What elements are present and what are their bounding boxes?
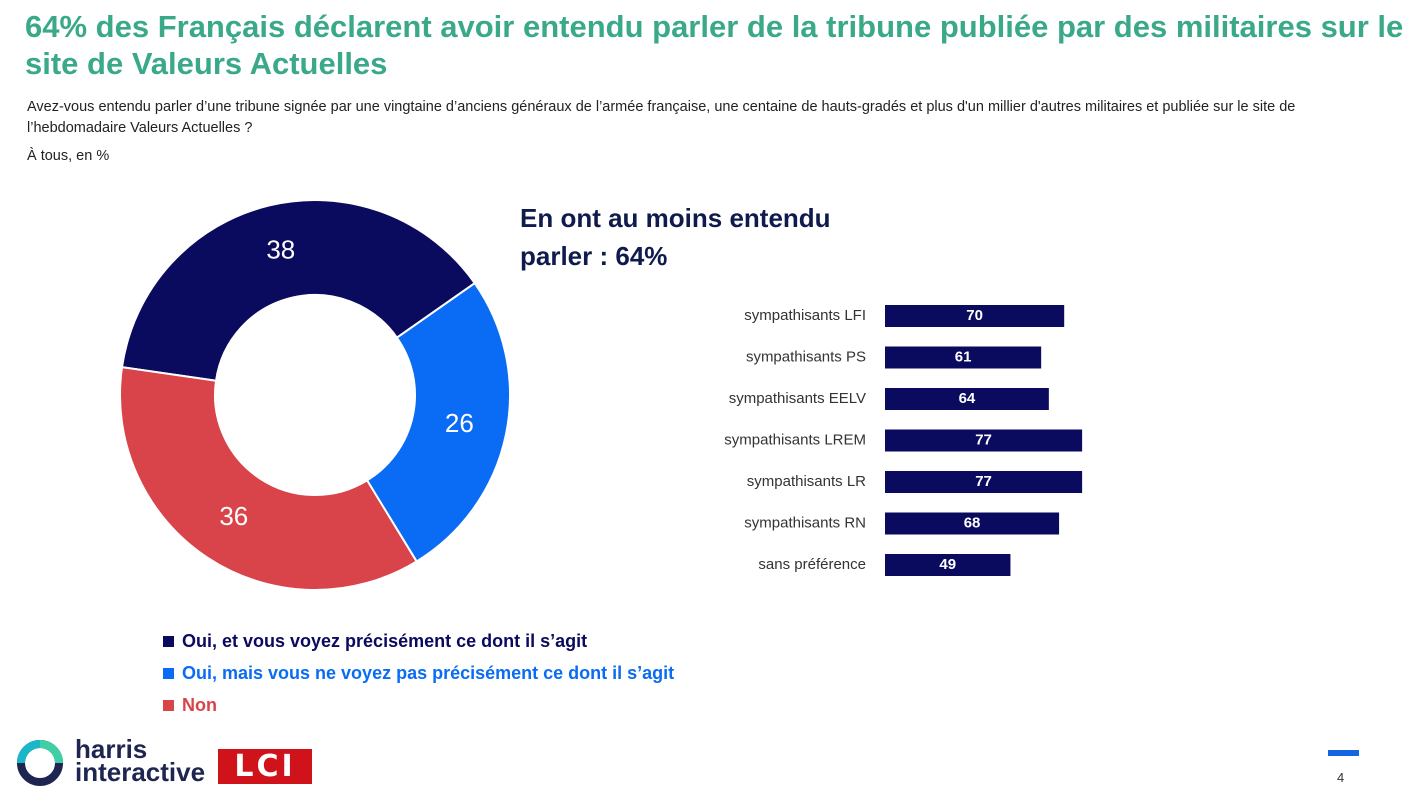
legend: Oui, et vous voyez précisément ce dont i… xyxy=(163,625,674,721)
bar-category-label: sympathisants PS xyxy=(746,348,866,365)
bar-value-label: 61 xyxy=(955,348,972,365)
bar xyxy=(885,554,1011,576)
donut-slice xyxy=(365,281,511,563)
lci-logo-text: LCI xyxy=(234,749,296,784)
donut-value-label: 38 xyxy=(266,234,295,264)
headline-summary: En ont au moins entendu parler : 64% xyxy=(520,203,831,271)
page-marker xyxy=(1328,750,1359,756)
page-title: 64% des Français déclarent avoir entendu… xyxy=(25,9,1404,81)
legend-swatch xyxy=(163,667,174,679)
lci-logo: LCI xyxy=(218,749,312,784)
legend-label: Oui, mais vous ne voyez pas précisément … xyxy=(182,662,675,683)
bar xyxy=(885,346,1042,369)
bar-value-label: 49 xyxy=(939,556,956,573)
bar-value-label: 77 xyxy=(975,473,992,490)
donut-chart: 38 26 36 xyxy=(119,199,511,591)
bar xyxy=(885,512,1060,535)
legend-item-oui-precis: Oui, et vous voyez précisément ce dont i… xyxy=(163,625,674,657)
donut-slice xyxy=(120,199,477,382)
base-note: À tous, en % xyxy=(27,148,110,164)
legend-label: Oui, et vous voyez précisément ce dont i… xyxy=(182,630,588,651)
logo-line1: harris xyxy=(75,734,148,764)
bar-value-label: 70 xyxy=(966,307,983,324)
legend-swatch xyxy=(163,635,174,647)
harris-logo-text: harris interactive xyxy=(75,734,206,787)
legend-swatch xyxy=(163,699,174,711)
logo-line2: interactive xyxy=(75,757,206,787)
donut-value-label: 36 xyxy=(219,501,248,531)
legend-item-oui-pas-precis: Oui, mais vous ne voyez pas précisément … xyxy=(163,657,674,689)
page-number: 4 xyxy=(1337,770,1345,785)
bar xyxy=(885,305,1065,327)
bar-chart: sympathisants LFI 70 sympathisants PS 61 sym… xyxy=(724,305,1083,576)
bar-value-label: 77 xyxy=(975,431,992,448)
legend-item-non: Non xyxy=(163,689,674,721)
harris-logo-icon xyxy=(17,740,63,786)
question-text: Avez-vous entendu parler d’une tribune s… xyxy=(27,99,1296,136)
bar-category-label: sympathisants RN xyxy=(744,514,866,531)
bar-value-label: 64 xyxy=(959,390,976,407)
donut-value-label: 26 xyxy=(445,408,474,438)
bar-category-label: sympathisants EELV xyxy=(729,390,866,407)
bar xyxy=(885,471,1083,493)
bar-value-label: 68 xyxy=(964,514,981,531)
bar xyxy=(885,429,1083,452)
donut-slice xyxy=(119,366,418,591)
legend-label: Non xyxy=(182,694,217,715)
bar-category-label: sympathisants LREM xyxy=(724,431,866,448)
bar-category-label: sympathisants LFI xyxy=(744,307,866,324)
bar-category-label: sans préférence xyxy=(758,556,866,573)
bar-category-label: sympathisants LR xyxy=(747,473,866,490)
bar xyxy=(885,388,1049,410)
